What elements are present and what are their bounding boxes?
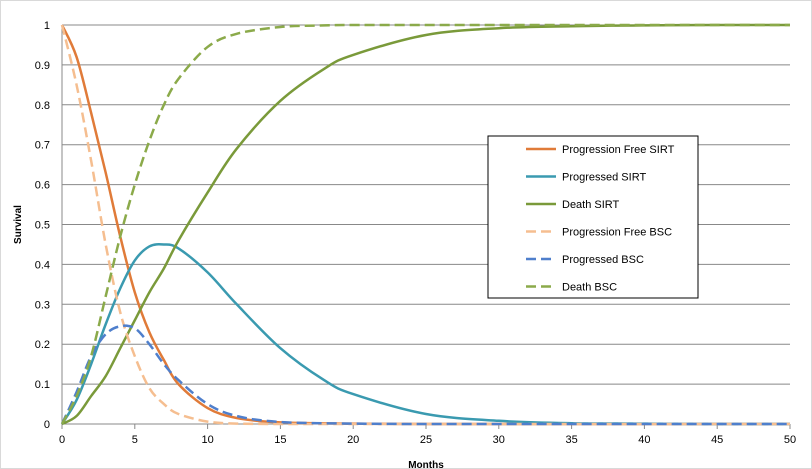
- x-tick-label: 15: [274, 434, 286, 446]
- x-tick-label: 5: [132, 434, 138, 446]
- y-tick-label: 0: [44, 419, 50, 431]
- x-tick-label: 10: [201, 434, 213, 446]
- series-line-2: [61, 23, 790, 426]
- x-tick-label: 0: [59, 434, 65, 446]
- y-tick-label: 0.5: [35, 220, 50, 232]
- legend-box: [487, 135, 699, 299]
- x-axis-title: Months: [408, 460, 444, 469]
- series-lines: [60, 23, 790, 426]
- y-tick-label: 0.2: [35, 339, 50, 351]
- legend-label: Progressed SIRT: [562, 172, 646, 184]
- y-tick-label: 1: [44, 20, 50, 32]
- legend-label: Death BSC: [562, 282, 617, 294]
- legend-label: Progressed BSC: [562, 254, 644, 266]
- x-tick-label: 40: [638, 434, 650, 446]
- series-line-5: [60, 23, 790, 425]
- legend-label: Progression Free BSC: [562, 227, 672, 239]
- y-tick-label: 0.7: [35, 140, 50, 152]
- x-tick-label: 50: [784, 434, 796, 446]
- x-tick-label: 20: [347, 434, 359, 446]
- legend: Progression Free SIRT Progressed SIRT Deat…: [487, 135, 699, 299]
- y-tick-label: 0.1: [35, 379, 50, 391]
- legend-label: Progression Free SIRT: [562, 144, 675, 156]
- axes: 00.10.20.30.40.50.60.70.80.910 5 10 15 20 25 3…: [35, 20, 796, 446]
- y-tick-label: 0.4: [35, 259, 50, 271]
- y-tick-label: 0.6: [35, 180, 50, 192]
- y-tick-label: 0.3: [35, 299, 50, 311]
- legend-label: Death SIRT: [562, 199, 620, 211]
- series-line-4: [60, 324, 790, 426]
- x-tick-label: 35: [565, 434, 577, 446]
- x-tick-label: 25: [420, 434, 432, 446]
- x-tick-label: 30: [493, 434, 505, 446]
- y-tick-label: 0.9: [35, 60, 50, 72]
- y-axis-title: Survival: [13, 205, 24, 244]
- x-tick-label: 45: [711, 434, 723, 446]
- y-tick-label: 0.8: [35, 100, 50, 112]
